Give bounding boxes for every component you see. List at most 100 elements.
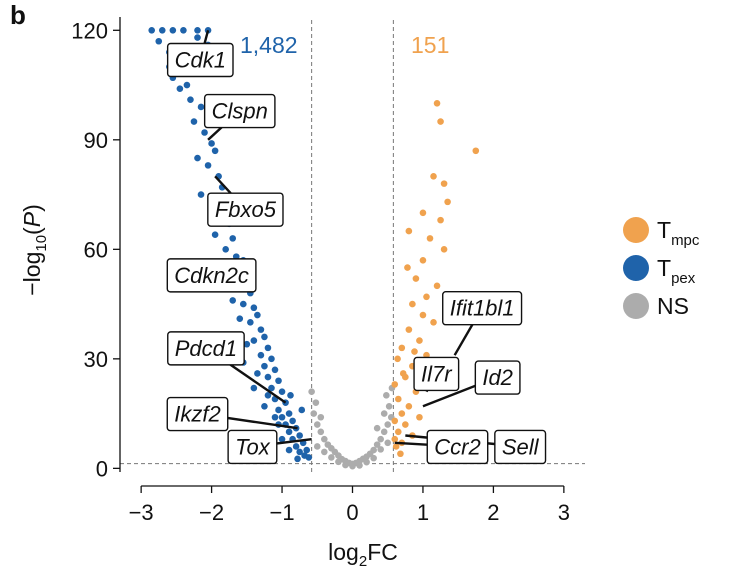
tmpc-point [391,381,399,388]
tpex-point [176,85,184,93]
ns-point [377,446,384,453]
tpex-point [296,432,303,439]
tpex-point [285,410,293,417]
tpex-point [211,231,219,239]
legend-item-ns: NS [623,293,689,319]
tmpc-point [398,344,406,352]
ns-point [383,392,390,399]
tpex-point [257,351,265,359]
ns-point [328,454,335,461]
tpex-point [187,96,194,103]
gene-label-text: Ikzf2 [174,402,220,427]
tpex-point [201,129,208,136]
legend-label: Tpex [657,255,696,287]
gene-label-fbxo5: Fbxo5 [207,192,284,227]
gene-label-text: Tox [235,434,271,459]
tmpc-point [440,180,448,187]
gene-label-text: Cdkn2c [174,263,249,288]
legend-item-tpex: Tpex [623,255,696,287]
tpex-point [278,413,286,421]
ns-point [335,458,342,466]
tpex-point [298,406,306,414]
tpex-point [190,118,198,125]
tmpc-point [440,246,448,253]
panel-letter: b [10,0,26,30]
tpex-point [239,300,247,308]
legend-swatch [623,217,649,243]
x-tick-label: −1 [269,500,294,525]
tmpc-point [399,370,407,377]
legend-item-tmpc: Tmpc [623,217,700,249]
tpex-point [158,27,166,34]
tpex-point [292,443,300,450]
tpex-point [194,34,201,41]
ns-point [373,424,381,432]
ns-point [373,441,381,448]
ns-point [317,413,325,421]
tmpc-point [437,118,444,125]
ns-point [321,435,328,443]
gene-label-text: Cdk1 [175,48,226,73]
tpex-point [271,366,279,374]
tmpc-point [416,337,423,344]
gene-label-text: Ifit1bl1 [450,296,515,321]
tmpc-point [402,421,409,428]
gene-label-box [167,331,245,366]
y-tick-label: 120 [71,18,108,43]
gene-label-box [207,192,284,227]
gene-label-box [203,93,276,129]
ns-point [380,428,388,436]
tpex-point [250,304,258,312]
tpex-point [236,315,244,322]
tpex-point [275,377,282,385]
tmpc-point [405,227,413,235]
tpex-point [285,446,293,454]
ns-points [308,384,396,470]
ns-point [384,421,392,428]
tmpc-point [391,417,399,425]
label-leader-lines [197,29,521,448]
tmpc-point [444,198,451,206]
tpex-point [303,446,311,454]
legend-swatch [623,255,649,281]
ns-point [321,448,328,456]
legend: Tmpc Tpex NS [623,217,700,319]
y-tick-label: 60 [84,237,108,262]
tpex-point [183,81,191,89]
tmpc-point [405,402,413,410]
gene-label-tox: Tox [227,429,278,465]
tpex-point [254,311,261,319]
tpex-point [261,333,268,341]
tpex-point [194,27,201,34]
gene-label-id2: Id2 [474,360,521,395]
ns-point [308,388,315,395]
tmpc-point [397,450,404,458]
gene-label-ccr2: Ccr2 [426,429,489,465]
tmpc-point [426,235,434,242]
up-regulated-count: 151 [411,32,449,58]
tpex-point [222,246,229,253]
gene-label-box [474,360,521,395]
tmpc-points [391,100,480,458]
legend-swatch [623,293,649,319]
gene-label-cdk1: Cdk1 [166,42,234,78]
y-tick-label: 90 [84,128,108,153]
tmpc-point [437,216,444,224]
gene-label-box [413,356,460,392]
tmpc-point [409,300,416,308]
x-axis-title: log2FC [328,539,398,570]
tpex-point [247,319,254,326]
tpex-point [211,147,219,155]
tpex-point [268,355,275,363]
x-tick-label: 3 [558,500,570,525]
tpex-point [264,373,272,381]
tpex-point [197,103,205,111]
gene-label-ifit1bl1: Ifit1bl1 [442,291,523,326]
tmpc-point [419,209,427,217]
tpex-point [271,413,279,421]
gene-label-clspn: Clspn [203,93,276,129]
tmpc-point [405,326,413,333]
gene-labels: Cdk1 Clspn Fbxo5 Cdkn2c Pdcd1 Ikzf2 Tox Ifit1bl… [166,42,547,465]
gene-label-cdkn2c: Cdkn2c [166,258,257,293]
ns-point [380,410,388,417]
